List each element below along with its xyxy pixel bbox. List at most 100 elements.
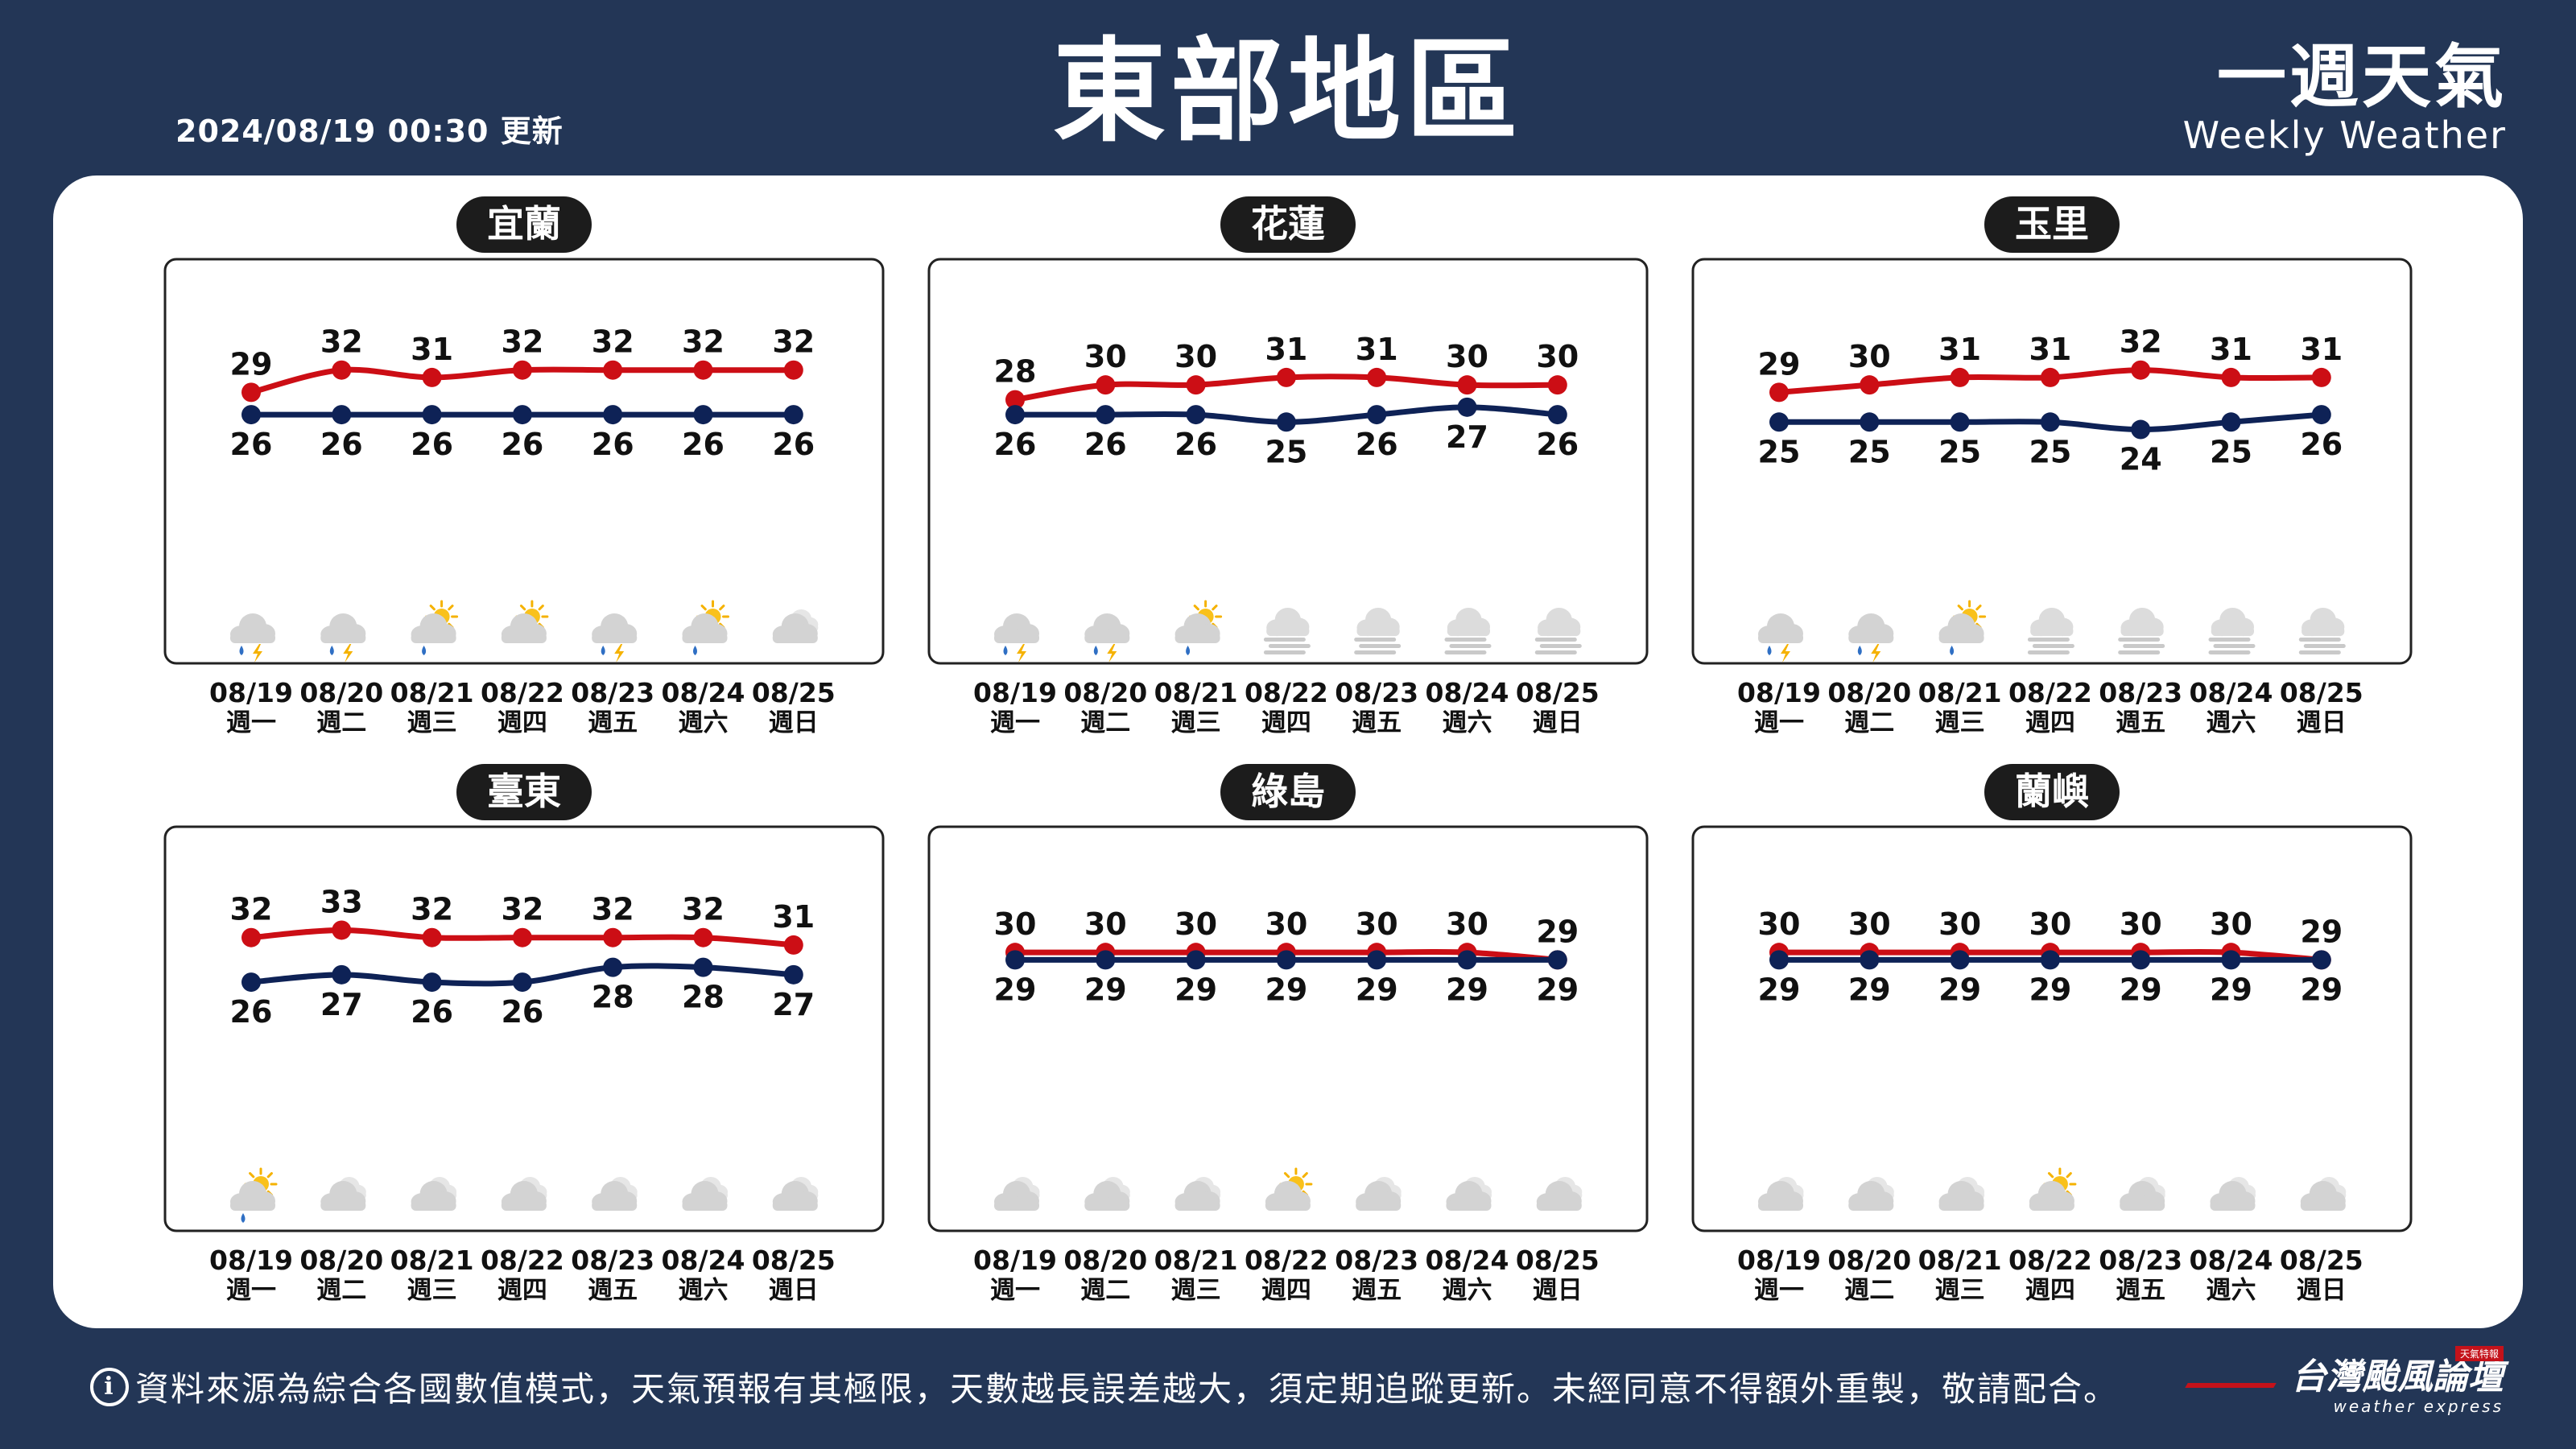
low-temp-point xyxy=(1186,405,1206,425)
cloud-part xyxy=(1447,625,1490,637)
cloud-part xyxy=(1938,633,1984,643)
lightning-bolt xyxy=(1871,644,1881,663)
sun-ray xyxy=(700,605,707,611)
high-temp-point xyxy=(332,360,352,380)
low-temp-point xyxy=(242,405,261,425)
weekday-tick-label: 週四 xyxy=(1261,1276,1311,1305)
weekday-tick-label: 週四 xyxy=(1261,708,1311,737)
low-temp-point xyxy=(1457,950,1477,970)
sun-ray xyxy=(266,1172,273,1179)
cloudy-icon xyxy=(1536,1177,1583,1211)
fog-line xyxy=(1354,650,1397,654)
fog-line xyxy=(2123,644,2165,648)
high-temp-label: 29 xyxy=(1536,914,1579,949)
high-temp-label: 32 xyxy=(2120,324,2162,360)
high-temp-label: 30 xyxy=(1446,906,1488,942)
low-temp-label: 28 xyxy=(682,980,724,1015)
weekday-tick-label: 週六 xyxy=(2207,1276,2256,1305)
date-tick-label: 08/19 xyxy=(209,677,293,708)
date-tick-label: 08/23 xyxy=(2099,1245,2182,1276)
low-temp-point xyxy=(242,972,261,993)
rain-drop xyxy=(1950,646,1955,655)
fog-line xyxy=(1268,644,1311,648)
fog-line xyxy=(2213,644,2256,648)
fog-icon xyxy=(2027,608,2074,654)
chart-frame xyxy=(927,258,1649,665)
low-temp-label: 25 xyxy=(1848,434,1891,469)
fog-icon xyxy=(1354,608,1402,654)
lightning-bolt xyxy=(614,644,625,663)
date-tick-label: 08/20 xyxy=(1827,1245,1911,1276)
weekday-tick-label: 週一 xyxy=(990,1276,1040,1305)
high-temp-label: 30 xyxy=(994,906,1037,942)
cloud-part xyxy=(772,633,818,643)
cloud-part xyxy=(320,1200,366,1211)
date-tick-label: 08/19 xyxy=(973,677,1057,708)
high-temp-label: 30 xyxy=(1536,339,1579,374)
date-tick-label: 08/23 xyxy=(1335,677,1418,708)
weekday-tick-label: 週二 xyxy=(1080,708,1130,737)
cloud-part xyxy=(501,1200,547,1211)
sun-ray xyxy=(429,605,436,611)
low-temp-label: 26 xyxy=(2300,427,2343,462)
sun-ray xyxy=(538,605,544,611)
low-temp-label: 29 xyxy=(1174,972,1217,1007)
cloud-part xyxy=(1758,1200,1803,1211)
low-temp-point xyxy=(332,964,352,985)
cloudy-icon xyxy=(994,1177,1040,1211)
high-temp-point xyxy=(1096,375,1116,395)
weekday-tick-label: 週三 xyxy=(407,1276,457,1305)
date-tick-label: 08/19 xyxy=(973,1245,1057,1276)
fog-line xyxy=(2118,638,2161,642)
brand-logo: 一週天氣 Weekly Weather xyxy=(2183,40,2507,156)
lightning-bolt xyxy=(253,644,262,663)
date-tick-label: 08/24 xyxy=(1426,677,1509,708)
date-tick-label: 08/25 xyxy=(2280,677,2363,708)
high-temp-label: 32 xyxy=(772,324,815,360)
low-temp-label: 26 xyxy=(772,427,815,462)
date-tick-label: 08/19 xyxy=(1737,677,1821,708)
date-tick-label: 08/21 xyxy=(1154,1245,1238,1276)
fog-line xyxy=(2303,644,2346,648)
weekday-tick-label: 週日 xyxy=(2297,1276,2347,1305)
low-temp-point xyxy=(1096,405,1116,425)
date-tick-label: 08/23 xyxy=(571,1245,654,1276)
date-tick-label: 08/25 xyxy=(2280,1245,2363,1276)
weekday-tick-label: 週六 xyxy=(1443,1276,1492,1305)
chart-frame xyxy=(1691,825,2413,1232)
cloudy-icon xyxy=(772,609,819,643)
high-temp-label: 29 xyxy=(230,346,273,382)
date-tick-label: 08/23 xyxy=(571,677,654,708)
weekday-tick-label: 週一 xyxy=(226,708,276,737)
date-tick-label: 08/20 xyxy=(299,677,383,708)
fog-line xyxy=(2032,644,2074,648)
cloudy-icon xyxy=(1356,1177,1402,1211)
date-tick-label: 08/22 xyxy=(1245,1245,1328,1276)
low-temp-label: 27 xyxy=(1446,419,1488,455)
cloud-part xyxy=(682,1200,728,1211)
update-timestamp: 2024/08/19 00:30 更新 xyxy=(175,114,564,149)
high-temp-point xyxy=(603,927,623,947)
high-temp-label: 30 xyxy=(1265,906,1307,942)
date-tick-label: 08/24 xyxy=(662,677,745,708)
rain-drop xyxy=(1767,646,1772,655)
low-temp-label: 29 xyxy=(2029,972,2071,1007)
fog-line xyxy=(1263,638,1306,642)
cloudy-icon xyxy=(501,1177,547,1211)
high-temp-label: 32 xyxy=(592,324,634,360)
high-temp-label: 32 xyxy=(592,892,634,927)
chart-frame xyxy=(927,825,1649,1232)
cloudy-icon xyxy=(1938,1177,1985,1211)
date-tick-label: 08/24 xyxy=(2190,677,2273,708)
weekday-tick-label: 週四 xyxy=(2025,708,2075,737)
rain-drop xyxy=(1093,646,1098,655)
weekday-tick-label: 週一 xyxy=(990,708,1040,737)
location-badge xyxy=(456,196,592,253)
high-temp-point xyxy=(1950,367,1970,387)
location-badge xyxy=(1220,196,1356,253)
fog-line xyxy=(2118,650,2161,654)
cloudy-icon xyxy=(320,1177,366,1211)
high-temp-label: 29 xyxy=(2300,914,2343,949)
sun-cloud-rain-icon xyxy=(1938,600,1987,655)
